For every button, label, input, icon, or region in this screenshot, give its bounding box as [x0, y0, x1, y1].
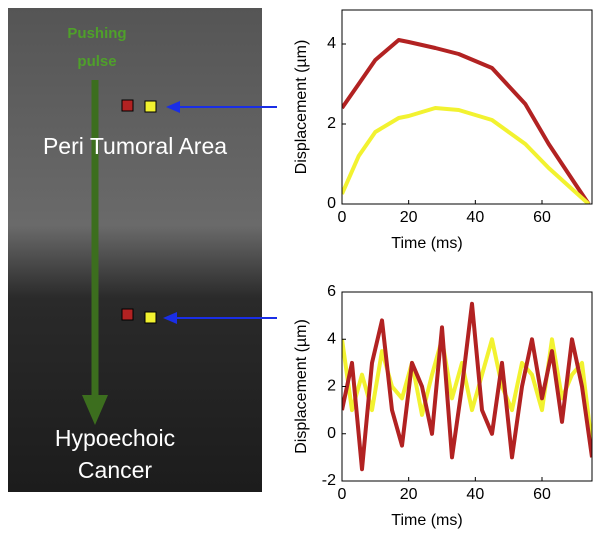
x-tick-label: 0 — [338, 209, 347, 226]
pushing-label: pulse — [77, 53, 116, 70]
y-tick-label: 2 — [327, 378, 336, 395]
x-tick-label: 40 — [466, 209, 484, 226]
roi-marker — [144, 100, 157, 113]
y-tick-label: 0 — [327, 195, 336, 212]
link-arrowhead — [163, 312, 177, 324]
link-arrowhead — [166, 101, 180, 113]
roi-marker — [121, 308, 134, 321]
cancer-label: Hypoechoic — [55, 425, 175, 451]
x-tick-label: 60 — [533, 209, 551, 226]
x-tick-label: 60 — [533, 486, 551, 503]
y-axis-label: Displacement (µm) — [293, 40, 310, 175]
roi-marker — [144, 311, 157, 324]
y-axis-label: Displacement (µm) — [293, 319, 310, 454]
x-tick-label: 20 — [400, 486, 418, 503]
x-tick-label: 0 — [338, 486, 347, 503]
ultrasound-image — [8, 8, 262, 492]
y-tick-label: 2 — [327, 115, 336, 132]
y-tick-label: 0 — [327, 425, 336, 442]
y-tick-label: -2 — [322, 472, 336, 489]
data-line — [342, 301, 592, 472]
y-tick-label: 4 — [327, 330, 336, 347]
x-tick-label: 20 — [400, 209, 418, 226]
plot-frame — [341, 9, 593, 205]
x-axis-label: Time (ms) — [391, 235, 462, 252]
roi-marker — [121, 99, 134, 112]
data-line — [342, 38, 591, 204]
x-tick-label: 40 — [466, 486, 484, 503]
cancer-label: Cancer — [78, 457, 152, 483]
pushing-label: Pushing — [67, 25, 126, 42]
data-line — [342, 106, 591, 204]
y-tick-label: 4 — [327, 35, 336, 52]
peri-label: Peri Tumoral Area — [43, 133, 227, 159]
y-tick-label: 6 — [327, 283, 336, 300]
push-arrowhead — [82, 395, 108, 425]
x-axis-label: Time (ms) — [391, 512, 462, 529]
